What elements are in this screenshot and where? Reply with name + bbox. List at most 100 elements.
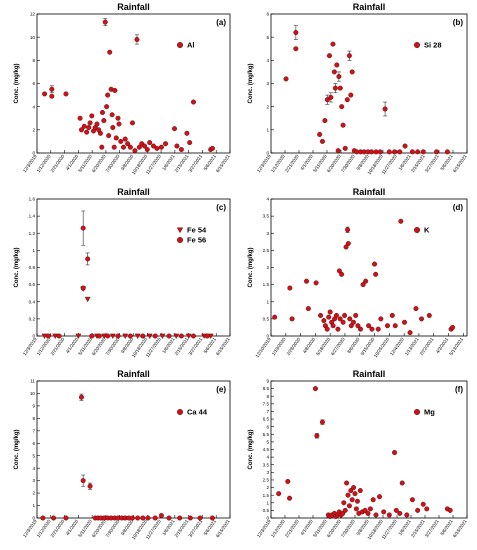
data-point bbox=[347, 316, 353, 322]
data-point bbox=[337, 85, 343, 91]
x-tick-label: 6/15/2021 bbox=[452, 153, 468, 173]
data-point bbox=[369, 326, 375, 332]
x-tick-label: 4/1/2020 bbox=[65, 518, 80, 536]
data-point bbox=[335, 148, 341, 154]
y-tick-label: 1.6 bbox=[29, 197, 36, 202]
y-tick-label: 7 bbox=[32, 428, 35, 433]
data-point bbox=[163, 141, 169, 147]
data-point bbox=[368, 149, 374, 155]
x-tick-label: 2/28/2020 bbox=[286, 336, 302, 356]
y-tick-label: 5.5 bbox=[263, 432, 270, 437]
y-tick-label: 3.5 bbox=[263, 462, 270, 467]
plot-frame bbox=[270, 380, 468, 519]
data-point bbox=[398, 218, 404, 224]
data-point bbox=[52, 333, 59, 340]
data-point bbox=[353, 506, 359, 512]
y-tick-label: 3 bbox=[266, 81, 269, 86]
x-tick-label: 4/3/2021 bbox=[435, 336, 450, 354]
data-point bbox=[104, 104, 110, 110]
data-point bbox=[105, 92, 111, 98]
y-tick-label: 10 bbox=[30, 391, 36, 396]
series-k bbox=[272, 218, 456, 336]
data-point bbox=[351, 485, 357, 491]
data-point bbox=[144, 147, 150, 153]
data-point bbox=[127, 333, 133, 339]
data-point bbox=[377, 494, 383, 500]
panel-label: (a) bbox=[216, 18, 226, 27]
data-point bbox=[152, 515, 158, 521]
data-point bbox=[393, 507, 399, 513]
data-point bbox=[322, 118, 328, 124]
data-point bbox=[349, 497, 355, 503]
chart-title: Rainfall bbox=[353, 369, 386, 379]
data-point bbox=[345, 227, 351, 233]
y-tick-label: 1 bbox=[32, 248, 35, 253]
data-point bbox=[372, 261, 378, 267]
data-point bbox=[87, 120, 93, 126]
legend-marker bbox=[176, 42, 183, 49]
data-point bbox=[276, 491, 282, 497]
data-point bbox=[173, 333, 180, 340]
y-tick-label: 5 bbox=[266, 35, 269, 40]
data-point bbox=[339, 104, 345, 110]
data-point bbox=[313, 280, 319, 286]
y-axis-label: Conc. (mg/kg) bbox=[14, 429, 20, 469]
x-tick-label: 4/1/2020 bbox=[299, 153, 314, 171]
data-point bbox=[289, 316, 295, 322]
series-si-28 bbox=[283, 25, 450, 155]
data-point bbox=[209, 145, 215, 151]
x-tick-label: 1/6/2021 bbox=[397, 518, 412, 536]
x-tick-label: 12/10/2019 bbox=[255, 336, 273, 358]
y-tick-label: 4 bbox=[266, 455, 269, 460]
data-point bbox=[204, 333, 210, 339]
data-point bbox=[102, 19, 108, 25]
y-tick-label: 12 bbox=[30, 12, 36, 17]
data-point bbox=[413, 306, 419, 312]
data-point bbox=[353, 312, 359, 318]
data-point bbox=[354, 498, 360, 504]
data-point bbox=[293, 46, 299, 52]
y-tick-label: 1.4 bbox=[29, 214, 36, 219]
data-point bbox=[375, 326, 381, 332]
data-point bbox=[420, 149, 426, 155]
data-point bbox=[89, 113, 95, 119]
data-point bbox=[129, 515, 135, 521]
data-point bbox=[145, 515, 151, 521]
data-point bbox=[135, 515, 141, 521]
x-tick-label: 6/15/2021 bbox=[452, 518, 468, 538]
y-tick-label: 3.5 bbox=[263, 214, 270, 219]
data-point bbox=[324, 97, 330, 103]
data-point bbox=[415, 507, 421, 513]
data-point bbox=[110, 125, 116, 131]
data-point bbox=[150, 143, 156, 149]
legend-label: Fe 54 bbox=[187, 226, 207, 235]
data-point bbox=[78, 127, 84, 133]
y-tick-label: 4.5 bbox=[263, 447, 270, 452]
data-point bbox=[80, 225, 86, 231]
data-point bbox=[357, 326, 363, 332]
data-point bbox=[326, 314, 332, 320]
data-point bbox=[450, 324, 456, 330]
y-tick-label: 2 bbox=[266, 265, 269, 270]
x-tick-label: 10/25/2020 bbox=[373, 336, 391, 358]
data-point bbox=[122, 136, 128, 142]
data-point bbox=[312, 386, 318, 392]
data-point bbox=[407, 330, 413, 336]
data-point bbox=[333, 312, 339, 318]
data-point bbox=[285, 478, 291, 484]
panel-f: Rainfall (f) 0 0.5 1 1.5 2 2.5 3 3.5 4 4.5 5 5.5 6 6.5 7… bbox=[248, 369, 468, 540]
legend-marker bbox=[176, 236, 183, 243]
x-tick-label: 3/27/2021 bbox=[187, 518, 203, 538]
y-tick-label: 6 bbox=[32, 81, 35, 86]
data-point bbox=[339, 271, 345, 277]
legend-label: Mg bbox=[424, 408, 435, 417]
data-point bbox=[99, 109, 105, 115]
data-point bbox=[159, 333, 166, 340]
data-point bbox=[63, 91, 69, 97]
y-tick-label: 2 bbox=[32, 127, 35, 132]
data-point bbox=[140, 333, 146, 339]
data-point bbox=[319, 138, 325, 144]
data-point bbox=[336, 74, 342, 80]
